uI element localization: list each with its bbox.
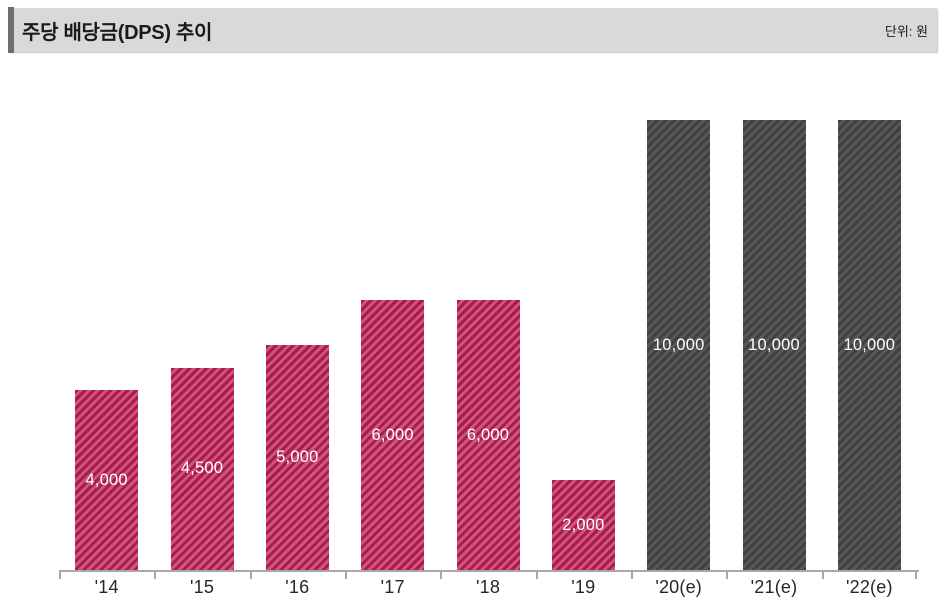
bar-'22(e): 10,000 [837, 120, 901, 570]
bar-value-label: 6,000 [466, 425, 510, 444]
x-axis-tick [535, 570, 538, 579]
x-axis-label-'16: '16 [285, 577, 310, 597]
x-axis-tick [345, 570, 347, 579]
chart-title: 주당 배당금(DPS) 추이 [22, 21, 213, 44]
bar-value-label: 10,000 [843, 335, 896, 354]
x-axis-label-'21(e): '21(e) [750, 577, 798, 597]
bar-'17: 6,000 [361, 300, 425, 570]
bar-value-label: 6,000 [371, 425, 414, 444]
bar-value-label: 2,000 [562, 515, 605, 534]
x-axis-tick [59, 570, 61, 579]
bar-'21(e): 10,000 [742, 120, 806, 570]
x-axis-label-'18: '18 [475, 577, 501, 597]
chart-header: 주당 배당금(DPS) 추이 단위: 원 [8, 7, 937, 53]
bar-'16: 5,000 [265, 345, 329, 570]
x-axis-label-'14: '14 [94, 577, 119, 597]
plot-area: 4,000 4,500 5,000 6,000 6,000 2,000 10,000 10,0… [59, 120, 917, 570]
x-axis-tick [821, 570, 824, 579]
title-accent-bar [8, 7, 14, 53]
x-axis-label-'20(e): '20(e) [655, 577, 702, 597]
bar-'14: 4,000 [75, 390, 139, 570]
x-axis-tick [726, 570, 729, 579]
x-axis-label-'17: '17 [380, 577, 405, 597]
x-axis-label-'15: '15 [189, 577, 215, 597]
x-axis-tick [631, 570, 633, 579]
unit-label: 단위: 원 [884, 23, 928, 39]
bar-value-label: 4,000 [85, 470, 128, 489]
x-axis-line [59, 570, 919, 572]
x-axis-tick [440, 570, 443, 579]
bar-value-label: 10,000 [652, 335, 705, 354]
bar-value-label: 4,500 [180, 459, 224, 478]
bar-value-label: 5,000 [276, 448, 319, 466]
x-axis-label-'19: '19 [571, 577, 596, 597]
x-axis-label-'22(e): '22(e) [845, 577, 893, 597]
bar-'15: 4,500 [170, 367, 234, 570]
x-axis-tick [154, 570, 157, 579]
bar-'19: 2,000 [551, 480, 615, 570]
bar-'18: 6,000 [456, 300, 520, 570]
bar-'20(e): 10,000 [647, 120, 711, 570]
bar-value-label: 10,000 [748, 335, 800, 354]
x-axis-tick [249, 570, 252, 579]
x-axis-tick [915, 570, 917, 579]
